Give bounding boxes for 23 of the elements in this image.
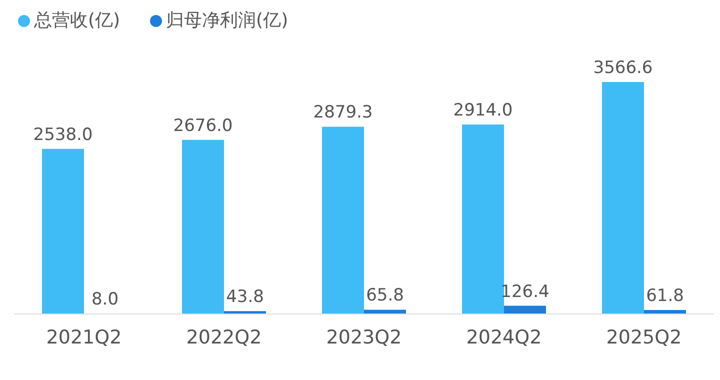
bar bbox=[322, 126, 364, 314]
bar bbox=[42, 148, 84, 314]
x-tick-label: 2023Q2 bbox=[326, 326, 402, 348]
x-tick-label: 2021Q2 bbox=[46, 326, 122, 348]
data-label: 3566.6 bbox=[593, 58, 653, 78]
bar bbox=[462, 124, 504, 314]
data-label: 65.8 bbox=[366, 286, 404, 306]
data-label: 2538.0 bbox=[33, 124, 93, 145]
x-tick-label: 2024Q2 bbox=[466, 326, 542, 348]
data-label: 43.8 bbox=[226, 287, 264, 308]
bar bbox=[364, 310, 406, 314]
data-label: 2676.0 bbox=[173, 116, 233, 136]
data-label: 2879.3 bbox=[313, 102, 373, 123]
bar bbox=[182, 140, 224, 314]
x-tick-label: 2022Q2 bbox=[186, 326, 262, 348]
x-tick-label: 2025Q2 bbox=[606, 326, 682, 348]
data-label: 8.0 bbox=[91, 289, 119, 310]
bar bbox=[602, 82, 644, 314]
legend-label: 归母净利润(亿) bbox=[166, 10, 288, 31]
data-label: 61.8 bbox=[646, 286, 684, 306]
data-label: 2914.0 bbox=[453, 100, 513, 120]
legend-label: 总营收(亿) bbox=[34, 10, 120, 31]
bar bbox=[504, 306, 546, 314]
